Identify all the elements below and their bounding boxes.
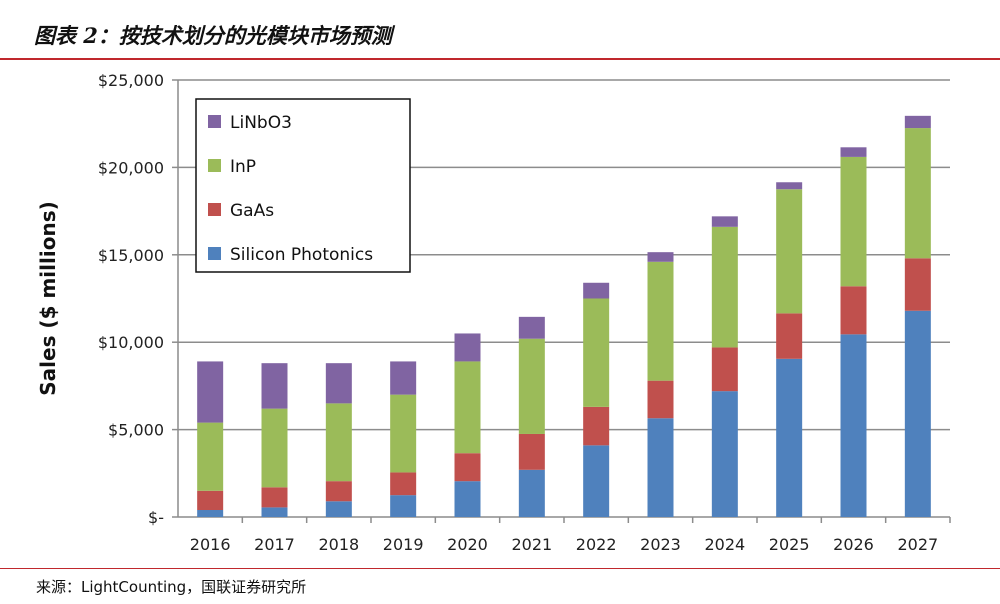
legend-label: GaAs bbox=[230, 201, 274, 221]
bar-segment-linbo3 bbox=[776, 182, 803, 190]
bar-segment-linbo3 bbox=[518, 316, 545, 339]
x-tick-label: 2025 bbox=[769, 535, 810, 554]
bar-segment-silicon-photonics bbox=[711, 391, 738, 517]
x-tick-label: 2024 bbox=[704, 535, 745, 554]
x-tick-label: 2022 bbox=[576, 535, 617, 554]
bar-segment-inp bbox=[711, 226, 738, 348]
bar-segment-linbo3 bbox=[583, 282, 610, 299]
legend-label: Silicon Photonics bbox=[230, 245, 373, 265]
bar-segment-silicon-photonics bbox=[904, 310, 931, 517]
bar-segment-silicon-photonics bbox=[261, 507, 288, 517]
bar-segment-inp bbox=[454, 361, 481, 454]
bar-segment-silicon-photonics bbox=[390, 495, 417, 517]
figure-title: 图表 2：按技术划分的光模块市场预测 bbox=[34, 23, 392, 48]
legend-swatch bbox=[208, 159, 221, 172]
bar-segment-gaas bbox=[647, 380, 674, 419]
x-tick-label: 2026 bbox=[833, 535, 874, 554]
y-tick-label: $- bbox=[148, 508, 164, 527]
bar-segment-silicon-photonics bbox=[776, 358, 803, 517]
bar-segment-inp bbox=[325, 403, 352, 482]
y-tick-label: $25,000 bbox=[98, 71, 164, 90]
legend-swatch bbox=[208, 115, 221, 128]
bar-segment-gaas bbox=[325, 481, 352, 502]
bar-segment-linbo3 bbox=[325, 363, 352, 404]
bar-segment-linbo3 bbox=[197, 361, 224, 423]
bar-segment-gaas bbox=[390, 472, 417, 496]
source-divider bbox=[0, 568, 1000, 569]
bar-segment-inp bbox=[647, 261, 674, 381]
y-tick-label: $15,000 bbox=[98, 246, 164, 265]
bar-segment-linbo3 bbox=[390, 361, 417, 395]
bar-segment-linbo3 bbox=[711, 216, 738, 227]
bar-segment-inp bbox=[518, 338, 545, 434]
bar-segment-gaas bbox=[518, 433, 545, 470]
bar-segment-silicon-photonics bbox=[840, 334, 867, 517]
bar-segment-gaas bbox=[776, 313, 803, 359]
bar-segment-inp bbox=[776, 189, 803, 314]
x-tick-label: 2017 bbox=[254, 535, 295, 554]
bar-segment-inp bbox=[583, 298, 610, 407]
y-tick-label: $10,000 bbox=[98, 333, 164, 352]
legend-swatch bbox=[208, 247, 221, 260]
bar-segment-inp bbox=[840, 156, 867, 287]
title-divider bbox=[0, 58, 1000, 60]
bar-segment-gaas bbox=[840, 286, 867, 335]
bar-segment-gaas bbox=[261, 487, 288, 508]
legend-swatch bbox=[208, 203, 221, 216]
bar-segment-linbo3 bbox=[647, 252, 674, 262]
bar-segment-inp bbox=[261, 408, 288, 488]
bar-segment-silicon-photonics bbox=[325, 501, 352, 517]
bar-segment-silicon-photonics bbox=[197, 510, 224, 517]
x-tick-label: 2023 bbox=[640, 535, 681, 554]
legend-box bbox=[195, 98, 411, 273]
bar-segment-linbo3 bbox=[904, 115, 931, 129]
bar-segment-gaas bbox=[904, 258, 931, 311]
bar-segment-linbo3 bbox=[840, 147, 867, 157]
y-tick-label: $5,000 bbox=[108, 421, 164, 440]
bar-segment-gaas bbox=[454, 453, 481, 482]
x-tick-label: 2016 bbox=[190, 535, 231, 554]
legend-label: InP bbox=[230, 157, 256, 177]
source-note: 来源：LightCounting，国联证券研究所 bbox=[36, 578, 307, 596]
x-tick-label: 2020 bbox=[447, 535, 488, 554]
x-tick-label: 2019 bbox=[383, 535, 424, 554]
bar-segment-silicon-photonics bbox=[583, 445, 610, 517]
bar-segment-linbo3 bbox=[261, 363, 288, 409]
x-tick-label: 2021 bbox=[511, 535, 552, 554]
x-tick-label: 2018 bbox=[318, 535, 359, 554]
bar-segment-gaas bbox=[583, 406, 610, 446]
bar-segment-silicon-photonics bbox=[518, 469, 545, 517]
bar-segment-linbo3 bbox=[454, 333, 481, 362]
bar-segment-silicon-photonics bbox=[454, 481, 481, 517]
bar-segment-silicon-photonics bbox=[647, 418, 674, 517]
bar-segment-inp bbox=[904, 128, 931, 259]
bar-segment-gaas bbox=[197, 490, 224, 511]
y-tick-label: $20,000 bbox=[98, 158, 164, 177]
x-tick-label: 2027 bbox=[897, 535, 938, 554]
bar-segment-inp bbox=[390, 394, 417, 473]
legend-label: LiNbO3 bbox=[230, 113, 292, 133]
bar-segment-gaas bbox=[711, 347, 738, 392]
y-axis-title: Sales ($ millions) bbox=[36, 201, 60, 396]
bar-segment-inp bbox=[197, 422, 224, 491]
